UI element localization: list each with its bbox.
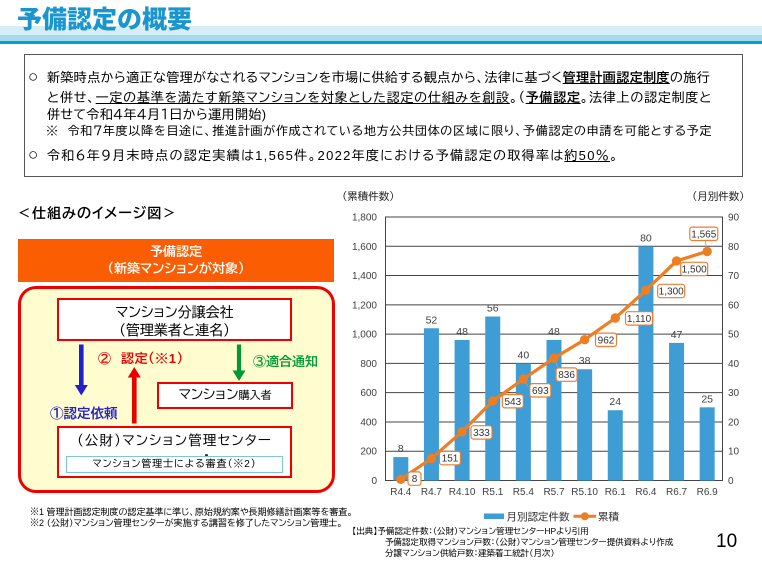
svg-text:40: 40 <box>728 359 740 370</box>
svg-text:1,000: 1,000 <box>352 330 377 341</box>
svg-text:800: 800 <box>360 359 377 370</box>
svg-text:R6.1: R6.1 <box>605 487 627 498</box>
svg-text:月別認定件数: 月別認定件数 <box>507 510 571 523</box>
svg-text:50: 50 <box>728 330 740 341</box>
svg-text:1,500: 1,500 <box>682 265 707 276</box>
svg-text:836: 836 <box>558 370 575 381</box>
svg-text:693: 693 <box>532 386 549 397</box>
svg-text:R5.1: R5.1 <box>482 487 504 498</box>
svg-text:962: 962 <box>598 335 615 346</box>
svg-text:90: 90 <box>728 213 740 224</box>
svg-text:R5.10: R5.10 <box>571 487 598 498</box>
svg-text:70: 70 <box>728 271 740 282</box>
svg-text:24: 24 <box>609 396 621 408</box>
svg-text:0: 0 <box>371 476 377 487</box>
svg-text:333: 333 <box>473 428 490 439</box>
svg-text:累積: 累積 <box>598 511 619 523</box>
svg-text:48: 48 <box>548 326 560 338</box>
svg-text:47: 47 <box>671 329 683 341</box>
svg-text:R6.7: R6.7 <box>666 487 688 498</box>
svg-text:R4.10: R4.10 <box>449 487 476 498</box>
svg-text:52: 52 <box>426 314 438 326</box>
svg-text:400: 400 <box>360 417 377 428</box>
svg-text:1,110: 1,110 <box>627 314 652 325</box>
svg-text:（月別件数）: （月別件数） <box>692 190 745 203</box>
svg-text:0: 0 <box>728 476 734 487</box>
svg-text:20: 20 <box>728 417 740 428</box>
svg-text:1,800: 1,800 <box>352 213 377 224</box>
svg-text:R6.4: R6.4 <box>635 487 657 498</box>
svg-text:200: 200 <box>360 447 377 458</box>
svg-text:1,400: 1,400 <box>352 271 377 282</box>
svg-text:151: 151 <box>442 454 459 465</box>
svg-text:25: 25 <box>701 393 713 405</box>
svg-text:56: 56 <box>487 303 499 315</box>
svg-text:38: 38 <box>579 355 591 367</box>
svg-text:30: 30 <box>728 388 740 399</box>
svg-text:R4.4: R4.4 <box>390 487 412 498</box>
svg-text:R5.4: R5.4 <box>513 487 535 498</box>
svg-text:60: 60 <box>728 300 740 311</box>
svg-text:10: 10 <box>728 447 740 458</box>
svg-text:543: 543 <box>504 397 521 408</box>
svg-text:8: 8 <box>412 474 418 485</box>
svg-text:1,600: 1,600 <box>352 242 377 253</box>
svg-text:1,565: 1,565 <box>691 229 716 240</box>
svg-text:8: 8 <box>398 443 404 455</box>
svg-text:600: 600 <box>360 388 377 399</box>
svg-text:1,300: 1,300 <box>659 287 684 298</box>
svg-text:R4.7: R4.7 <box>421 487 443 498</box>
svg-text:80: 80 <box>640 232 652 244</box>
svg-text:40: 40 <box>518 349 530 361</box>
svg-text:48: 48 <box>456 326 468 338</box>
svg-text:R5.7: R5.7 <box>543 487 565 498</box>
svg-text:R6.9: R6.9 <box>697 487 719 498</box>
svg-text:1,200: 1,200 <box>352 300 377 311</box>
svg-text:80: 80 <box>728 242 740 253</box>
svg-text:（累積件数）: （累積件数） <box>342 190 395 203</box>
